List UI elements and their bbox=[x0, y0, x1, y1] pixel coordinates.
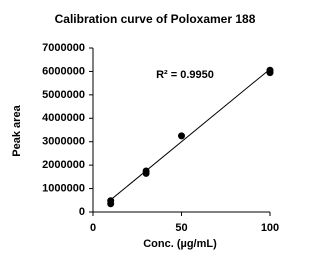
chart-title: Calibration curve of Poloxamer 188 bbox=[55, 12, 256, 26]
annotation: R² = 0.9950 bbox=[156, 69, 214, 81]
y-tick-label: 4000000 bbox=[42, 112, 85, 124]
point bbox=[107, 197, 115, 205]
x-axis-label: Conc. (µg/mL) bbox=[143, 238, 217, 250]
point bbox=[142, 167, 150, 175]
point bbox=[178, 132, 185, 140]
x-tick-label: 100 bbox=[261, 222, 279, 234]
x-tick-label: 50 bbox=[175, 222, 187, 234]
y-tick-label: 5000000 bbox=[42, 89, 85, 101]
y-axis-label: Peak area bbox=[11, 104, 23, 156]
chart: Calibration curve of Poloxamer 188 Conc.… bbox=[11, 12, 279, 250]
trendline bbox=[110, 68, 271, 201]
y-tick-label: 2000000 bbox=[42, 159, 85, 171]
x-tick-label: 0 bbox=[90, 222, 96, 234]
y-tick-label: 1000000 bbox=[42, 182, 85, 194]
y-tick-label: 3000000 bbox=[42, 136, 85, 148]
y-tick-label: 7000000 bbox=[42, 42, 85, 54]
point bbox=[266, 66, 274, 74]
y-tick-label: 0 bbox=[79, 206, 85, 218]
y-tick-label: 6000000 bbox=[42, 65, 85, 77]
